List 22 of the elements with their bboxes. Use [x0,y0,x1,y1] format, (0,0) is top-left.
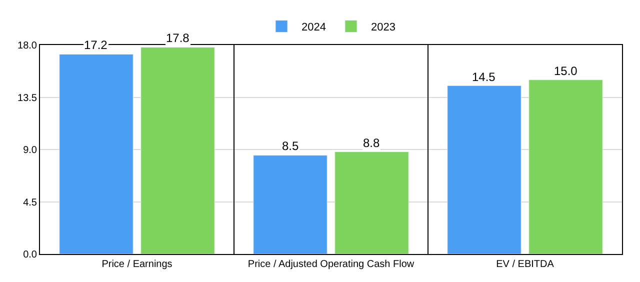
y-tick-label: 18.0 [18,40,38,52]
data-label: 8.5 [282,139,300,153]
data-label: 14.5 [472,70,496,84]
bar [253,155,328,254]
y-tick-label: 13.5 [18,92,38,104]
x-tick-label: EV / EBITDA [496,259,554,270]
y-tick-label: 4.5 [23,197,38,208]
data-label: 17.2 [84,38,108,52]
data-label: 8.8 [363,136,380,150]
legend-label: 2024 [302,22,326,34]
x-tick-label: Price / Earnings [102,259,172,270]
bar [140,47,215,254]
bar [447,85,522,254]
data-label: 17.8 [166,31,190,45]
data-label: 15.0 [554,64,578,78]
bar [334,152,409,254]
bar [528,80,603,254]
bar [59,54,134,254]
y-tick-label: 9.0 [23,145,38,156]
legend-label: 2023 [370,22,396,34]
x-tick-label: Price / Adjusted Operating Cash Flow [248,259,415,270]
y-tick-label: 0.0 [23,250,38,260]
